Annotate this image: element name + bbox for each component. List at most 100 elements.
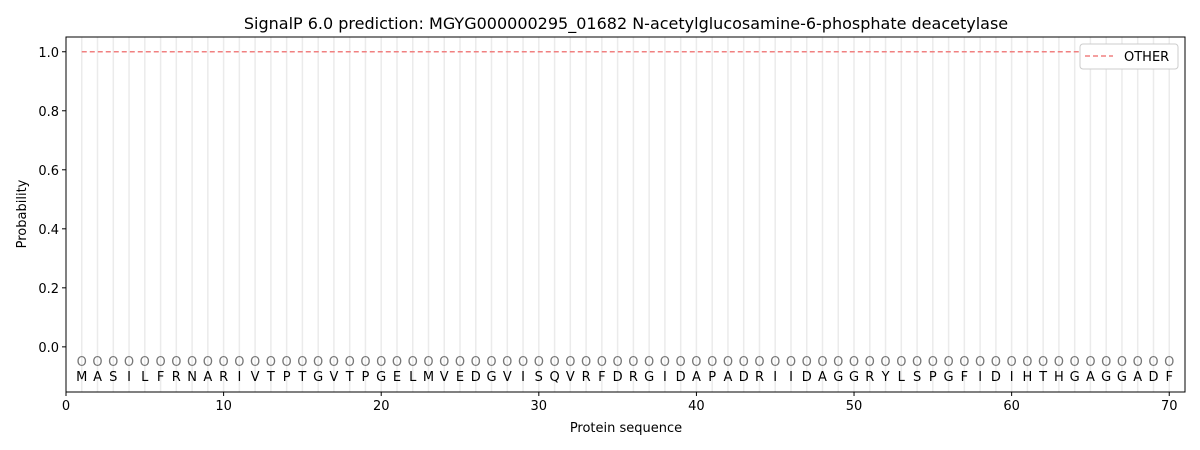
region-label: O bbox=[912, 355, 922, 370]
residue-label: I bbox=[773, 370, 777, 385]
region-label: O bbox=[975, 355, 985, 370]
region-label: O bbox=[739, 355, 749, 370]
region-label: O bbox=[691, 355, 701, 370]
residue-label: V bbox=[566, 370, 575, 385]
region-label: O bbox=[124, 355, 134, 370]
region-label: O bbox=[455, 355, 465, 370]
region-label: O bbox=[802, 355, 812, 370]
residue-label: N bbox=[187, 370, 197, 385]
region-label: O bbox=[959, 355, 969, 370]
residue-label: F bbox=[961, 370, 968, 385]
region-label: O bbox=[613, 355, 623, 370]
region-label: O bbox=[644, 355, 654, 370]
residue-label: P bbox=[929, 370, 937, 385]
residue-label: D bbox=[802, 370, 812, 385]
residue-label: P bbox=[283, 370, 291, 385]
region-label: O bbox=[786, 355, 796, 370]
legend-label-other: OTHER bbox=[1124, 50, 1169, 65]
residue-label: G bbox=[313, 370, 323, 385]
x-tick-label: 60 bbox=[1003, 399, 1020, 414]
x-axis-label: Protein sequence bbox=[570, 421, 682, 436]
legend-box bbox=[1079, 43, 1179, 70]
region-label: O bbox=[155, 355, 165, 370]
region-label: O bbox=[1133, 355, 1143, 370]
region-label: O bbox=[707, 355, 717, 370]
residue-label: D bbox=[1148, 370, 1158, 385]
region-label: O bbox=[92, 355, 102, 370]
region-label: O bbox=[77, 355, 87, 370]
residue-label: I bbox=[663, 370, 667, 385]
residue-label: G bbox=[833, 370, 843, 385]
residue-label: P bbox=[362, 370, 370, 385]
region-label: O bbox=[1117, 355, 1127, 370]
residue-label: L bbox=[409, 370, 417, 385]
residue-label: A bbox=[692, 370, 701, 385]
residue-label: A bbox=[93, 370, 102, 385]
region-label: O bbox=[534, 355, 544, 370]
y-tick-label: 0.0 bbox=[38, 341, 59, 356]
residue-label: T bbox=[1038, 370, 1047, 385]
region-label: O bbox=[439, 355, 449, 370]
chart-title: SignalP 6.0 prediction: MGYG000000295_01… bbox=[244, 14, 1008, 34]
region-label: O bbox=[266, 355, 276, 370]
x-tick-label: 20 bbox=[373, 399, 390, 414]
residue-label: I bbox=[1010, 370, 1014, 385]
residue-label: E bbox=[456, 370, 464, 385]
region-label: O bbox=[817, 355, 827, 370]
residue-label: I bbox=[789, 370, 793, 385]
region-label: O bbox=[329, 355, 339, 370]
residue-label: P bbox=[708, 370, 716, 385]
region-label: O bbox=[1070, 355, 1080, 370]
region-label: O bbox=[171, 355, 181, 370]
region-label: O bbox=[486, 355, 496, 370]
plot-frame bbox=[65, 36, 1186, 393]
residue-label: T bbox=[297, 370, 306, 385]
region-label: O bbox=[376, 355, 386, 370]
residue-label: D bbox=[471, 370, 481, 385]
region-label: O bbox=[392, 355, 402, 370]
x-axis-ticks: 0 10 20 30 40 50 60 70 bbox=[62, 392, 1178, 414]
region-label: O bbox=[408, 355, 418, 370]
residue-label: V bbox=[251, 370, 260, 385]
residue-label: M bbox=[423, 370, 434, 385]
residue-label: R bbox=[172, 370, 181, 385]
residue-gridlines bbox=[81, 37, 1170, 392]
region-label: O bbox=[471, 355, 481, 370]
residue-label: Q bbox=[549, 370, 559, 385]
region-label: O bbox=[234, 355, 244, 370]
region-label: O bbox=[1038, 355, 1048, 370]
region-label: O bbox=[1054, 355, 1064, 370]
region-label: O bbox=[833, 355, 843, 370]
residue-label: G bbox=[944, 370, 954, 385]
region-label: O bbox=[1164, 355, 1174, 370]
region-label: O bbox=[628, 355, 638, 370]
residue-label: R bbox=[755, 370, 764, 385]
region-label: O bbox=[140, 355, 150, 370]
residue-label: I bbox=[127, 370, 131, 385]
region-label: O bbox=[1101, 355, 1111, 370]
region-label: O bbox=[865, 355, 875, 370]
residue-label: H bbox=[1054, 370, 1064, 385]
region-label: O bbox=[313, 355, 323, 370]
residue-label: D bbox=[676, 370, 686, 385]
residue-label: T bbox=[266, 370, 275, 385]
residue-label: H bbox=[1023, 370, 1033, 385]
residue-label: G bbox=[1117, 370, 1127, 385]
residue-label: G bbox=[1101, 370, 1111, 385]
residue-label: S bbox=[913, 370, 921, 385]
residue-label: G bbox=[486, 370, 496, 385]
residue-label: A bbox=[1086, 370, 1095, 385]
region-label: O bbox=[1085, 355, 1095, 370]
residue-label: A bbox=[818, 370, 827, 385]
region-label: O bbox=[581, 355, 591, 370]
region-label: O bbox=[660, 355, 670, 370]
y-tick-label: 0.2 bbox=[38, 282, 59, 297]
region-label: O bbox=[518, 355, 528, 370]
residue-label: R bbox=[219, 370, 228, 385]
residue-label: G bbox=[849, 370, 859, 385]
residue-label: F bbox=[1165, 370, 1172, 385]
residue-label: I bbox=[978, 370, 982, 385]
residue-label: D bbox=[613, 370, 623, 385]
residue-label: S bbox=[535, 370, 543, 385]
region-label: O bbox=[360, 355, 370, 370]
